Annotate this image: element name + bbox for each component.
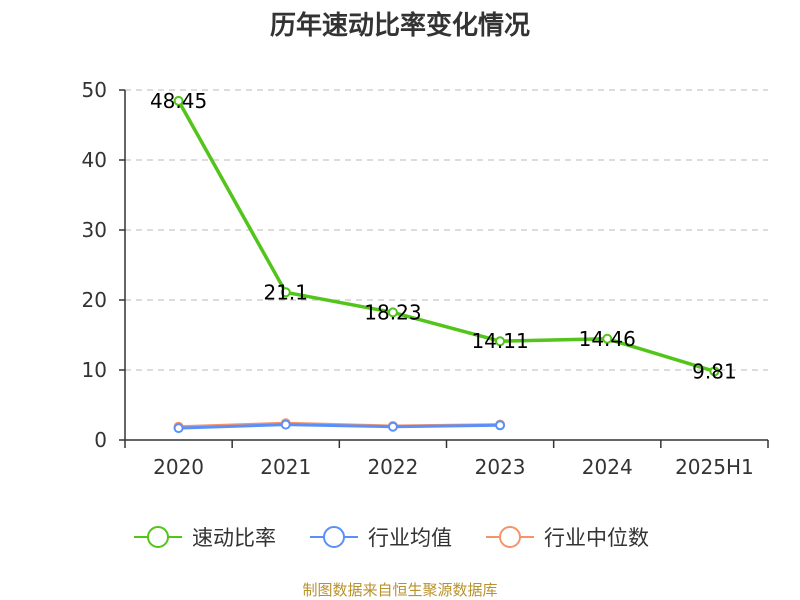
legend-label: 行业均值 (368, 526, 452, 550)
x-tick-label: 2021 (260, 455, 311, 479)
data-point[interactable] (173, 423, 184, 434)
data-label: 18.23 (364, 300, 421, 324)
y-tick-label: 40 (82, 148, 107, 172)
data-point[interactable] (709, 366, 720, 377)
source-footer: 制图数据来自恒生聚源数据库 (302, 581, 497, 599)
data-label: 14.46 (579, 327, 636, 351)
x-tick-label: 2023 (475, 455, 526, 479)
chart-title: 历年速动比率变化情况 (270, 10, 530, 41)
x-tick-label: 2022 (367, 455, 418, 479)
data-point[interactable] (495, 336, 506, 347)
data-label: 9.81 (692, 359, 737, 383)
legend-item[interactable]: 速动比率 (134, 526, 276, 550)
legend-marker (499, 526, 521, 548)
x-tick-label: 2025H1 (675, 455, 754, 479)
x-axis: 2020 2021 2022 2023 2024 2025H1 (124, 439, 769, 479)
data-point[interactable] (280, 287, 291, 298)
data-point[interactable] (173, 95, 184, 106)
y-tick-label: 0 (94, 428, 107, 452)
legend-item[interactable]: 行业中位数 (486, 526, 649, 550)
y-tick-label: 10 (82, 358, 107, 382)
data-point[interactable] (602, 333, 613, 344)
data-point[interactable] (387, 421, 398, 432)
series-lines (173, 95, 720, 434)
legend-label: 行业中位数 (544, 526, 649, 550)
legend-item[interactable]: 行业均值 (310, 526, 452, 550)
data-label: 14.11 (471, 329, 528, 353)
x-tick-label: 2024 (582, 455, 633, 479)
data-point[interactable] (387, 307, 398, 318)
legend-marker (323, 526, 345, 548)
data-labels: 48.45 21.1 18.23 14.11 14.46 9.81 (150, 89, 737, 383)
y-axis: 0 10 20 30 40 50 (82, 78, 126, 452)
data-label: 21.1 (263, 280, 308, 304)
legend[interactable]: 速动比率 行业均值 行业中位数 (134, 526, 649, 550)
x-tick-label: 2020 (153, 455, 204, 479)
y-tick-label: 20 (82, 288, 107, 312)
series-line-1 (178, 423, 501, 430)
data-point[interactable] (495, 420, 506, 431)
data-point[interactable] (280, 419, 291, 430)
data-label: 48.45 (150, 89, 207, 113)
legend-marker (147, 526, 169, 548)
gridlines (125, 89, 768, 371)
y-tick-label: 50 (82, 78, 107, 102)
series-line-0 (177, 99, 715, 374)
y-tick-label: 30 (82, 218, 107, 242)
legend-label: 速动比率 (192, 526, 276, 550)
